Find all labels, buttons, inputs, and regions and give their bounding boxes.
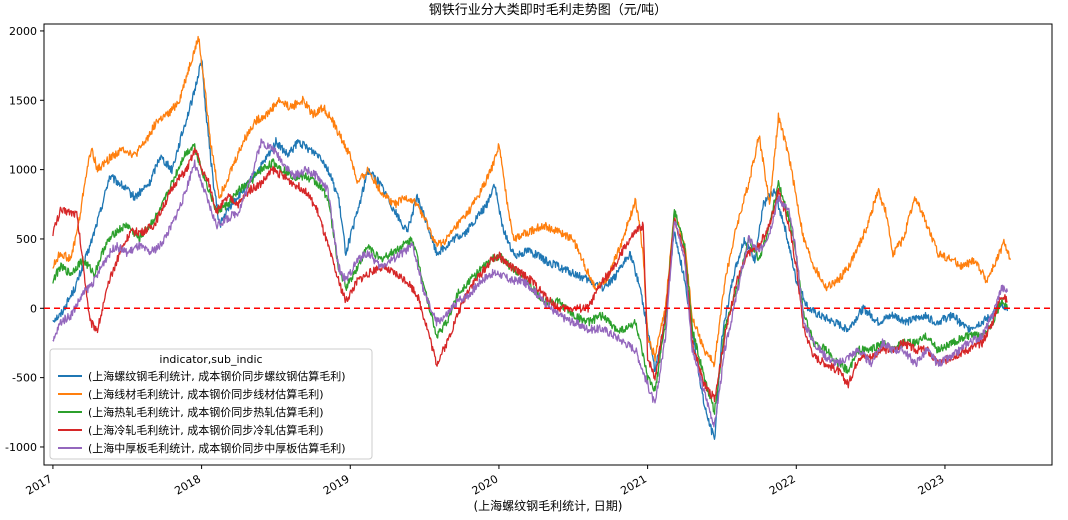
y-tick-label: 500	[16, 233, 37, 246]
series-layer	[52, 35, 1012, 440]
x-tick-label: 2018	[172, 472, 203, 497]
legend-label: (上海线材毛利统计, 成本钢价同步线材估算毛利)	[88, 387, 324, 401]
legend: indicator,sub_indic (上海螺纹钢毛利统计, 成本钢价同步螺纹钢…	[49, 348, 373, 460]
x-tick-label: 2020	[470, 472, 501, 497]
y-tick-label: -1000	[5, 441, 37, 454]
series-line	[52, 59, 1009, 440]
legend-box	[49, 348, 373, 460]
series-line	[52, 35, 1012, 368]
series-line	[52, 147, 1008, 403]
x-tick-label: 2023	[916, 472, 947, 497]
series-line	[52, 138, 1009, 428]
plot-area	[43, 23, 1053, 466]
legend-label: (上海冷轧毛利统计, 成本钢价同步冷轧估算毛利)	[88, 423, 324, 437]
y-tick-label: 1000	[9, 164, 37, 177]
y-axis: -1000 -500 0 500 1000 1500 2000	[5, 25, 44, 454]
y-tick-label: 1500	[9, 94, 37, 107]
legend-label: (上海热轧毛利统计, 成本钢价同步热轧估算毛利)	[88, 405, 324, 419]
legend-label: (上海中厚板毛利统计, 成本钢价同步中厚板估算毛利)	[88, 441, 346, 455]
x-axis-label: (上海螺纹钢毛利统计, 日期)	[474, 498, 623, 513]
y-tick-label: 2000	[9, 25, 37, 38]
x-tick-label: 2022	[767, 472, 798, 497]
legend-label: (上海螺纹钢毛利统计, 成本钢价同步螺纹钢估算毛利)	[88, 369, 346, 383]
y-tick-label: 0	[30, 302, 37, 315]
x-tick-label: 2019	[321, 472, 352, 497]
legend-title: indicator,sub_indic	[159, 353, 262, 366]
chart-title: 钢铁行业分大类即时毛利走势图（元/吨）	[429, 2, 667, 18]
x-tick-label: 2021	[618, 472, 649, 497]
y-tick-label: -500	[12, 372, 37, 385]
x-tick-label: 2017	[24, 472, 55, 497]
x-axis: 2017 2018 2019 2020 2021 2022 2023	[24, 465, 947, 498]
